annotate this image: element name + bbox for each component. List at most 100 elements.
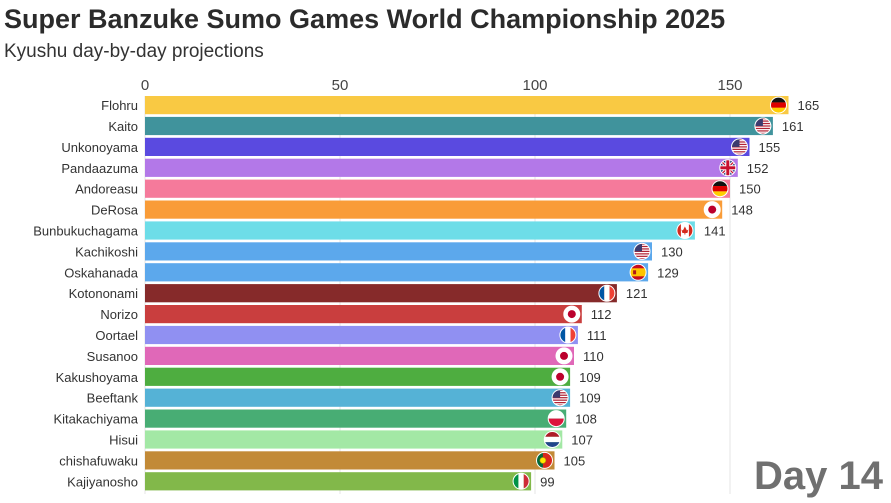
- value-label: 121: [626, 286, 648, 301]
- category-label: Flohru: [101, 98, 138, 113]
- value-label: 112: [591, 307, 612, 322]
- bar: [145, 263, 649, 282]
- bar: [145, 451, 555, 470]
- value-label: 152: [747, 161, 769, 176]
- value-label: 109: [579, 370, 601, 385]
- bar-row: Oortael 111: [95, 325, 607, 345]
- bar: [145, 284, 617, 303]
- category-label: Hisui: [109, 433, 138, 448]
- portugal-flag-icon: [536, 451, 553, 469]
- category-label: chishafuwaku: [59, 453, 138, 468]
- bar-row: Unkonoyama 155: [61, 137, 781, 156]
- poland-flag-icon: [547, 410, 565, 428]
- germany-flag-icon: [770, 96, 787, 114]
- usa-flag-icon: [633, 242, 651, 260]
- bar-row: Andoreasu 150: [75, 179, 761, 198]
- category-label: Kotononami: [69, 286, 138, 301]
- value-label: 108: [575, 412, 597, 427]
- value-label: 155: [759, 140, 781, 155]
- category-label: DeRosa: [91, 203, 139, 218]
- category-label: Kajiyanosho: [67, 474, 138, 489]
- germany-flag-icon: [711, 180, 729, 198]
- value-label: 110: [583, 349, 604, 364]
- bar: [145, 430, 563, 449]
- usa-flag-icon: [731, 138, 748, 156]
- bar-row: Beeftank 109: [87, 388, 601, 407]
- bar: [145, 367, 571, 386]
- x-tick-label: 100: [522, 77, 547, 94]
- bar: [145, 179, 730, 198]
- value-label: 165: [798, 98, 820, 113]
- x-tick-label: 50: [332, 77, 349, 94]
- chart-subtitle: Kyushu day-by-day projections: [4, 41, 264, 62]
- value-label: 107: [571, 433, 593, 448]
- bar: [145, 242, 652, 261]
- bar-row: Kakushoyama 109: [56, 367, 601, 386]
- bar-row: Kitakachiyama 108: [53, 409, 597, 428]
- bar-row: Kachikoshi 130: [75, 242, 683, 261]
- value-label: 105: [564, 453, 586, 468]
- netherlands-flag-icon: [543, 431, 561, 448]
- category-label: Unkonoyama: [61, 140, 138, 155]
- category-label: Pandaazuma: [61, 161, 138, 176]
- x-tick-label: 150: [717, 77, 742, 94]
- bar-row: Kotononami 121: [69, 284, 648, 303]
- bar: [145, 200, 723, 219]
- france-flag-icon: [559, 326, 577, 344]
- bar: [145, 137, 750, 156]
- bar: [145, 158, 738, 177]
- category-label: Norizo: [100, 307, 138, 322]
- chart-title: Super Banzuke Sumo Games World Champions…: [4, 4, 726, 34]
- bar: [145, 346, 574, 365]
- bar: [145, 472, 532, 491]
- japan-flag-icon: [563, 305, 581, 323]
- category-label: Kachikoshi: [75, 244, 138, 259]
- category-label: Kakushoyama: [56, 370, 139, 385]
- italy-flag-icon: [512, 472, 530, 490]
- japan-flag-icon: [551, 368, 569, 386]
- bar: [145, 96, 789, 115]
- bar-row: DeRosa 148: [91, 200, 753, 219]
- bar-row: Pandaazuma 152: [61, 158, 769, 177]
- category-label: Beeftank: [87, 391, 139, 406]
- day-label: Day 14: [754, 454, 883, 498]
- bars-group: Flohru 165 Kaito 161 Unkonoyama 155 Pandaazuma…: [33, 96, 820, 491]
- bar: [145, 116, 773, 136]
- japan-flag-icon: [703, 201, 721, 219]
- value-label: 99: [540, 474, 554, 489]
- bar-row: chishafuwaku 105: [59, 451, 586, 470]
- uk-flag-icon: [719, 159, 737, 177]
- bar-row: Bunbukuchagama 141: [33, 221, 726, 240]
- category-label: Oortael: [95, 328, 138, 343]
- category-label: Kaito: [108, 119, 138, 134]
- value-label: 141: [704, 224, 726, 239]
- value-label: 150: [739, 182, 761, 197]
- bar: [145, 409, 567, 428]
- category-label: Oskahanada: [64, 265, 138, 280]
- value-label: 111: [587, 328, 607, 343]
- bar-row: Susanoo 110: [87, 346, 604, 365]
- bar-row: Hisui 107: [109, 430, 593, 449]
- france-flag-icon: [598, 284, 616, 302]
- spain-flag-icon: [629, 263, 647, 281]
- x-axis-ticks: 0 50 100 150: [141, 77, 743, 94]
- japan-flag-icon: [555, 347, 573, 365]
- value-label: 161: [782, 119, 804, 134]
- bar: [145, 388, 571, 407]
- category-label: Bunbukuchagama: [33, 224, 139, 239]
- bar-row: Oskahanada 129: [64, 263, 679, 282]
- bar: [145, 221, 695, 240]
- category-label: Kitakachiyama: [53, 412, 138, 427]
- category-label: Andoreasu: [75, 182, 138, 197]
- bar: [145, 305, 582, 324]
- bar-row: Flohru 165: [101, 96, 820, 115]
- bar-row: Kaito 161: [108, 116, 804, 136]
- value-label: 130: [661, 244, 683, 259]
- category-label: Susanoo: [87, 349, 138, 364]
- canada-flag-icon: [676, 222, 694, 239]
- bar-row: Kajiyanosho 99: [67, 472, 555, 491]
- usa-flag-icon: [754, 117, 772, 135]
- usa-flag-icon: [551, 389, 569, 407]
- x-tick-label: 0: [141, 77, 149, 94]
